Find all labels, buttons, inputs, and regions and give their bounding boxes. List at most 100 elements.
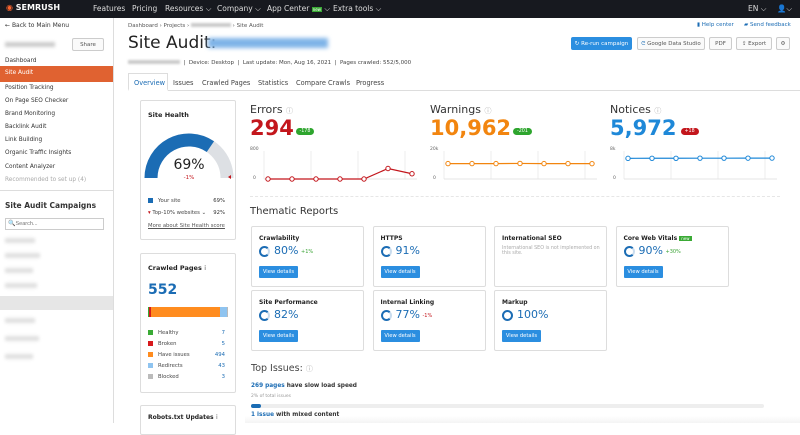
campaign-item[interactable] [5, 318, 35, 323]
your-site-value: 69% [213, 198, 225, 204]
data-point[interactable] [362, 177, 366, 181]
data-point[interactable] [590, 161, 594, 165]
legend-value[interactable]: 43 [218, 363, 225, 369]
view-details-button[interactable]: View details [381, 330, 420, 342]
share-button[interactable]: Share [72, 38, 104, 51]
legend-value[interactable]: 494 [215, 352, 225, 358]
data-point[interactable] [770, 156, 774, 160]
sidebar-item-link-building[interactable]: Link Building [5, 137, 42, 143]
rerun-campaign-button[interactable]: ↻ Re-run campaign [571, 37, 632, 50]
view-details-button[interactable]: View details [381, 266, 420, 278]
more-about-link[interactable]: More about Site Health score [148, 223, 225, 229]
card-score[interactable]: 100% [517, 308, 548, 321]
nav-features[interactable]: Features [93, 4, 125, 13]
top10-value: 92% [213, 210, 225, 216]
data-point[interactable] [290, 177, 294, 181]
card-score[interactable]: 80% [274, 244, 298, 257]
warnings-label: Warnings ⓘ [430, 103, 491, 116]
tab-issues[interactable]: Issues [173, 79, 194, 87]
card-score[interactable]: 90% [639, 244, 663, 257]
back-to-main-menu[interactable]: ← Back to Main Menu [5, 22, 69, 29]
nav-resources[interactable]: Resources ⌵ [165, 4, 211, 14]
sidebar-item-brand-monitoring[interactable]: Brand Monitoring [5, 111, 55, 117]
notices-value[interactable]: 5,972 [610, 116, 676, 140]
breadcrumb: Dashboard › Projects › › Site Audit [128, 23, 263, 29]
crawled-total[interactable]: 552 [148, 282, 177, 298]
user-icon[interactable]: 👤⌵ [777, 4, 792, 14]
data-point[interactable] [410, 172, 414, 176]
campaign-item[interactable] [5, 253, 40, 258]
send-feedback-link[interactable]: ▰ Send feedback [744, 22, 791, 28]
legend-value[interactable]: 3 [222, 374, 225, 380]
campaign-item[interactable] [5, 268, 33, 273]
data-point[interactable] [314, 177, 318, 181]
info-icon[interactable]: ⓘ [286, 107, 293, 115]
tab-progress[interactable]: Progress [356, 79, 384, 87]
warnings-value[interactable]: 10,962 [430, 116, 511, 140]
sidebar-item-site-audit[interactable]: Site Audit [0, 66, 113, 82]
data-point[interactable] [494, 161, 498, 165]
sidebar-item-on-page-seo[interactable]: On Page SEO Checker [5, 98, 68, 104]
nav-extra-tools[interactable]: Extra tools ⌵ [333, 4, 381, 14]
card-score[interactable]: 91% [396, 244, 420, 257]
campaign-search[interactable]: 🔍 [5, 218, 104, 230]
issue-link[interactable]: 269 pages [251, 383, 285, 389]
sidebar-item-organic-traffic[interactable]: Organic Traffic Insights [5, 150, 71, 156]
nav-company[interactable]: Company ⌵ [217, 4, 261, 14]
tab-statistics[interactable]: Statistics [258, 79, 288, 87]
legend-value[interactable]: 5 [222, 341, 225, 347]
errors-value[interactable]: 294 [250, 116, 294, 140]
card-score[interactable]: 77% [396, 308, 420, 321]
tab-overview[interactable]: Overview [128, 73, 168, 91]
view-details-button[interactable]: View details [624, 266, 663, 278]
info-icon[interactable]: ⓘ [654, 107, 661, 115]
legend-value[interactable]: 7 [222, 330, 225, 336]
search-input[interactable] [15, 221, 95, 227]
data-point[interactable] [338, 177, 342, 181]
sidebar-item-dashboard[interactable]: Dashboard [5, 58, 36, 64]
google-data-studio-button[interactable]: ᕮ Google Data Studio [637, 37, 705, 50]
data-point[interactable] [722, 156, 726, 160]
nav-app-center[interactable]: App Center new ⌵ [267, 4, 330, 14]
settings-gear-icon[interactable]: ⚙ [776, 37, 790, 50]
tab-crawled-pages[interactable]: Crawled Pages [202, 79, 250, 87]
info-icon[interactable]: ⓘ [484, 107, 491, 115]
pdf-button[interactable]: PDF [709, 37, 732, 50]
nav-pricing[interactable]: Pricing [132, 4, 157, 13]
campaign-item[interactable] [5, 354, 33, 359]
data-point[interactable] [446, 161, 450, 165]
recommended-link[interactable]: Recommended to set up (4) [5, 177, 86, 183]
sidebar-item-backlink-audit[interactable]: Backlink Audit [5, 124, 46, 130]
campaign-item-selected[interactable] [0, 296, 113, 310]
data-point[interactable] [698, 156, 702, 160]
view-details-button[interactable]: View details [502, 330, 541, 342]
data-point[interactable] [518, 161, 522, 165]
data-point[interactable] [470, 161, 474, 165]
sidebar-item-content-analyzer[interactable]: Content Analyzer [5, 164, 55, 170]
data-point[interactable] [386, 166, 390, 170]
campaign-item[interactable] [5, 283, 37, 288]
campaign-item[interactable] [5, 238, 35, 243]
legend-top10[interactable]: ▾ Top-10% websites ⌄ [148, 210, 206, 216]
data-point[interactable] [266, 177, 270, 181]
tab-compare-crawls[interactable]: Compare Crawls [296, 79, 350, 87]
help-center-link[interactable]: ▮ Help center [697, 22, 734, 28]
data-point[interactable] [626, 156, 630, 160]
view-details-button[interactable]: View details [259, 266, 298, 278]
bar-segment-have-issues[interactable] [151, 307, 221, 317]
breadcrumb-dashboard[interactable]: Dashboard [128, 23, 158, 29]
breadcrumb-projects[interactable]: Projects [164, 23, 186, 29]
view-details-button[interactable]: View details [259, 330, 298, 342]
language-select[interactable]: EN ⌵ [748, 4, 766, 14]
bar-segment-blocked[interactable] [227, 307, 228, 317]
data-point[interactable] [674, 156, 678, 160]
card-score[interactable]: 82% [274, 308, 298, 321]
semrush-logo[interactable]: ◉ SEMRUSH [6, 3, 60, 12]
sidebar-item-position-tracking[interactable]: Position Tracking [5, 85, 54, 91]
export-button[interactable]: ⇪ Export [736, 37, 772, 50]
data-point[interactable] [566, 161, 570, 165]
data-point[interactable] [746, 156, 750, 160]
campaign-item[interactable] [5, 336, 39, 341]
data-point[interactable] [542, 161, 546, 165]
data-point[interactable] [650, 156, 654, 160]
